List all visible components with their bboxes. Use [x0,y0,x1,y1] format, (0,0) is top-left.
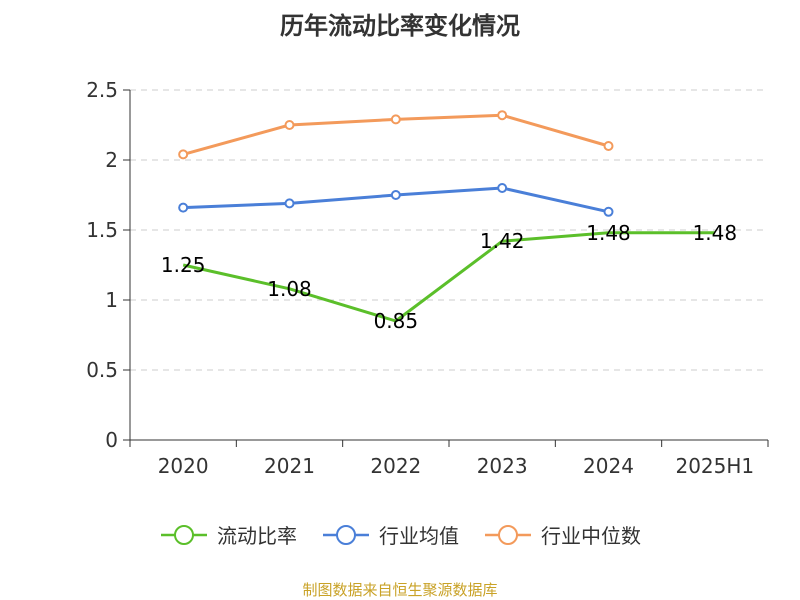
series-line-0 [182,231,715,323]
series-point-1 [178,202,189,213]
grid-layer [130,89,768,371]
legend-swatch [485,524,531,545]
x-tick-label: 2022 [370,454,421,478]
label-layer: 1.25 1.08 0.85 1.42 1.48 1.48 [161,221,737,333]
y-tick-label: 2 [105,148,118,172]
y-tick-label: 1.5 [86,218,118,242]
chart-title: 历年流动比率变化情况 [280,12,520,40]
legend-swatch [161,524,207,545]
axis-layer: 0 0.5 1 1.5 2 2.5 2020 2021 2022 2023 2024 2025H1 [86,78,769,478]
y-tick-label: 0 [105,428,118,452]
series-point-1 [497,183,508,193]
series-point-2 [390,114,401,125]
legend-item-2[interactable]: 行业中位数 [483,520,641,549]
y-tick-label: 1 [105,288,118,312]
data-label: 1.48 [586,221,631,245]
legend-label: 流动比率 [217,524,297,548]
legend-swatch [323,524,369,545]
legend-item-1[interactable]: 行业均值 [321,520,459,549]
x-tick-label: 2025H1 [675,454,754,478]
series-point-2 [497,110,508,121]
data-label: 0.85 [374,309,419,333]
series-point-1 [390,190,401,200]
x-tick-label: 2024 [583,454,634,478]
data-source-note: 制图数据来自恒生聚源数据库 [302,581,498,599]
legend-label: 行业中位数 [541,524,641,548]
legend-label: 行业均值 [379,524,459,548]
x-tick-label: 2020 [158,454,209,478]
legend: 流动比率 行业均值 行业中位数 [0,520,800,549]
series-point-1 [284,198,295,209]
series-point-2 [284,120,295,130]
y-tick-label: 0.5 [86,358,118,382]
series-point-2 [603,141,614,151]
series-point-1 [603,206,614,217]
y-tick-label: 2.5 [86,78,118,102]
x-tick-label: 2023 [477,454,528,478]
series-point-2 [178,149,189,160]
legend-item-0[interactable]: 流动比率 [159,520,297,549]
data-label: 1.42 [480,229,525,253]
series-layer [178,110,715,323]
legend-swatch-marker [174,524,194,545]
data-label: 1.08 [267,277,312,301]
data-label: 1.25 [161,253,206,277]
legend-swatch-marker [498,524,518,545]
data-label: 1.48 [693,221,738,245]
legend-swatch-marker [336,524,356,545]
x-tick-label: 2021 [264,454,315,478]
